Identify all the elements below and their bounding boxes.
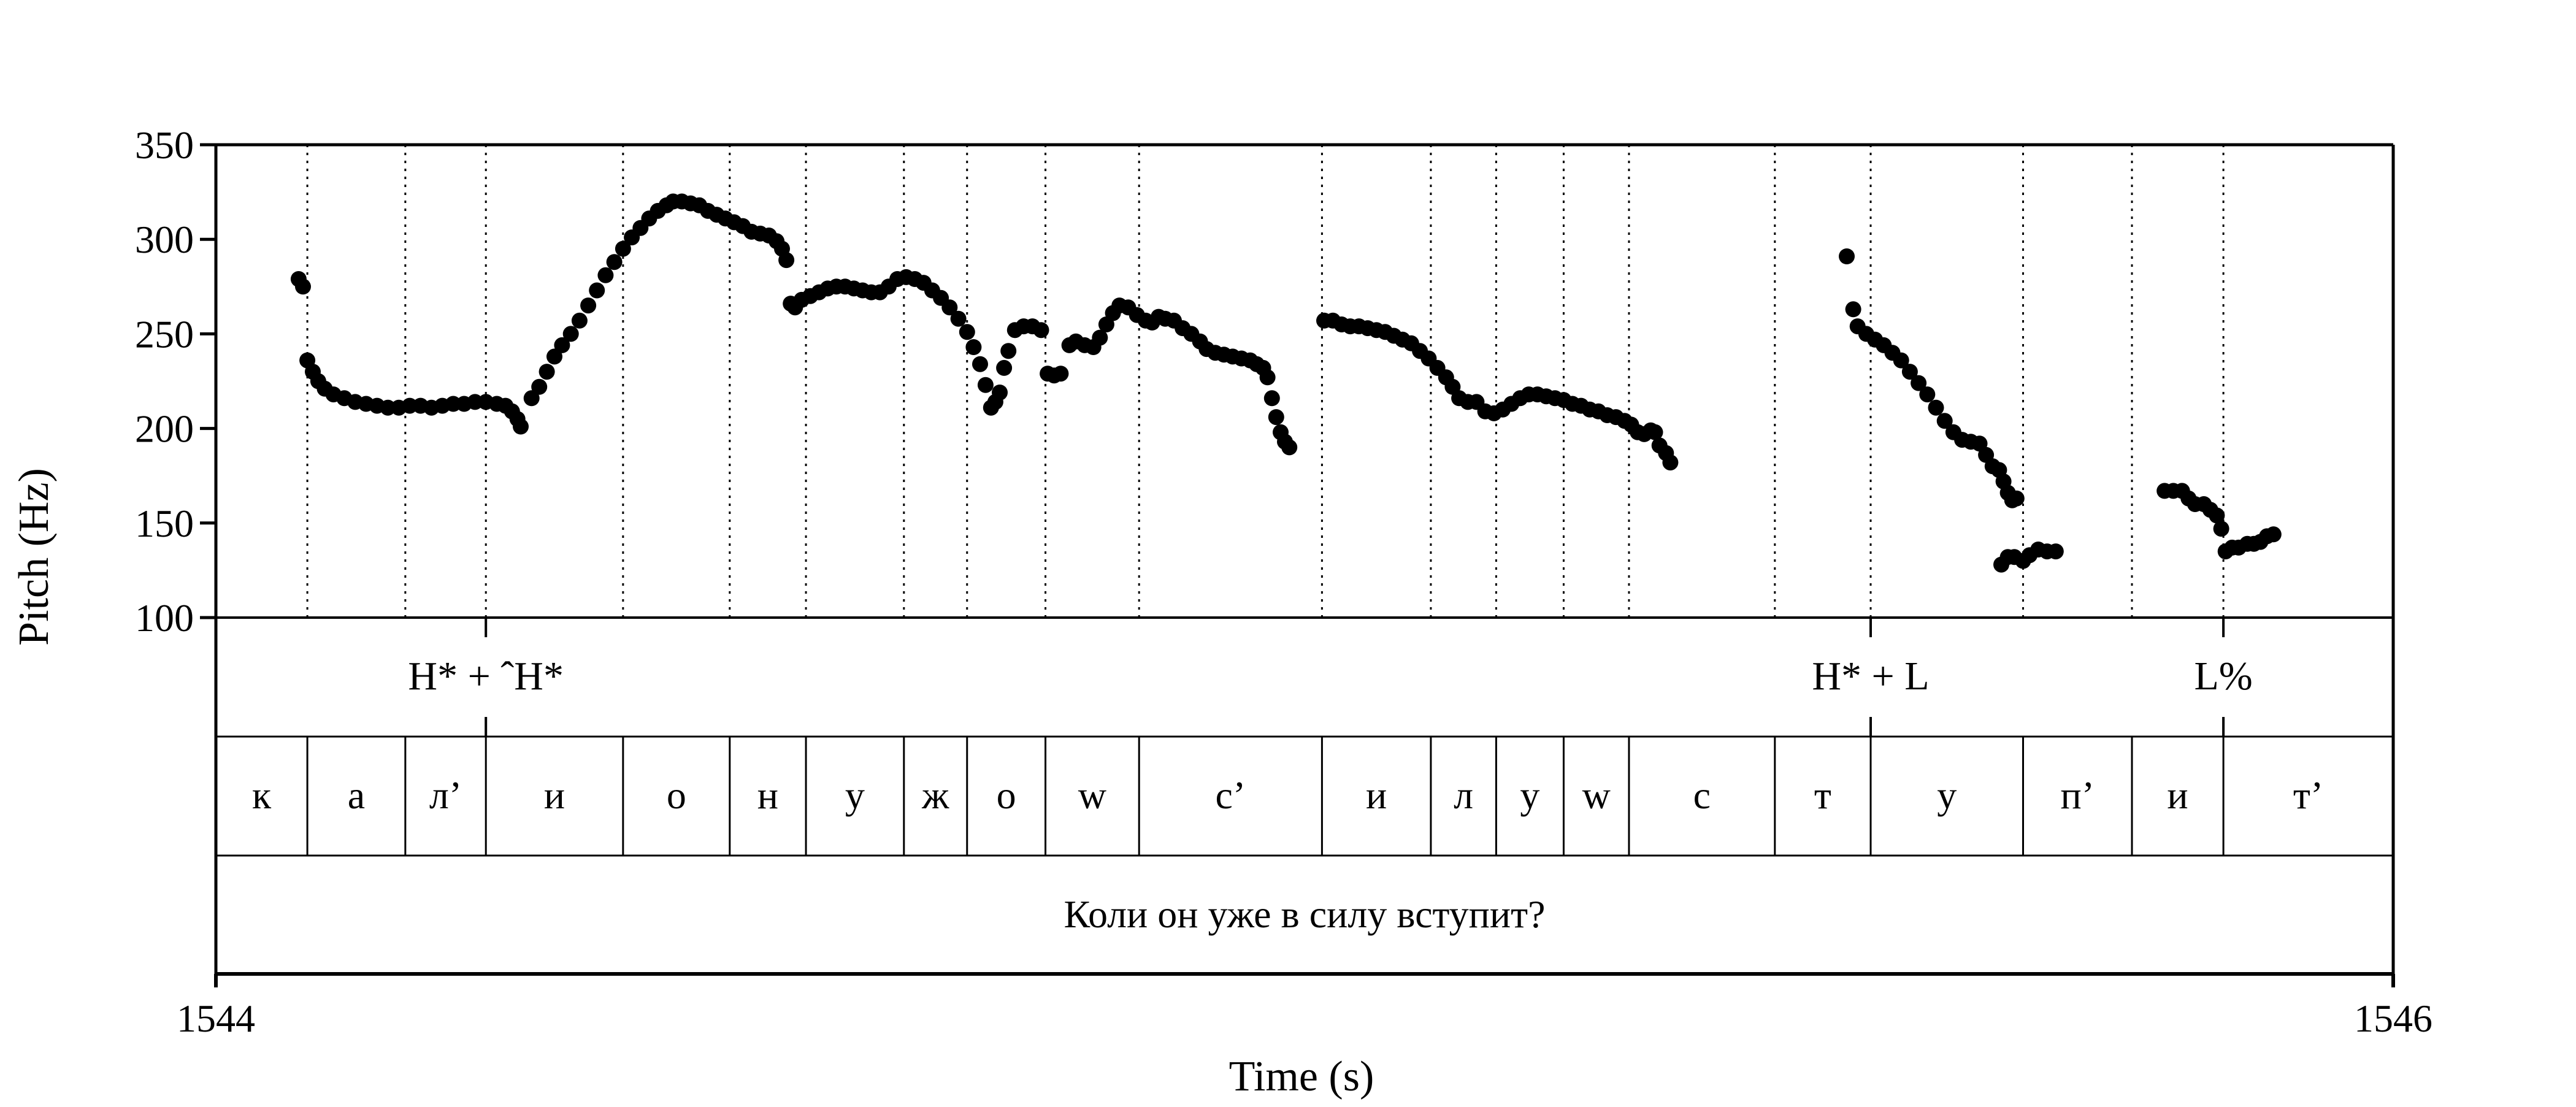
y-axis-title: Pitch (Hz) xyxy=(10,468,58,646)
segment-label: с xyxy=(1693,773,1711,817)
pitch-point xyxy=(1281,439,1298,456)
axis-ticks: 100 150 200 250 300 350 1544 1546 xyxy=(135,123,2432,1040)
pitch-point xyxy=(977,377,994,393)
pitch-point xyxy=(1901,364,1918,380)
annotation-tiers: H* + ˆH* H* + L L%к а л’ и о н у ж о w с’ и л у w с т у п’ и т… xyxy=(252,618,2323,936)
pitch-point xyxy=(1936,413,1953,429)
pitch-point xyxy=(1928,399,1944,416)
pitch-point xyxy=(380,399,396,416)
pitch-point xyxy=(513,418,529,435)
pitch-point xyxy=(1919,386,1936,403)
pitch-points xyxy=(290,193,2282,573)
pitch-point xyxy=(1268,409,1284,426)
segment-label: у xyxy=(845,773,865,817)
tone-label: L% xyxy=(2194,654,2252,699)
y-tick-label: 100 xyxy=(135,596,194,640)
pitch-point xyxy=(589,282,605,299)
pitch-point xyxy=(606,254,623,270)
pitch-point xyxy=(1259,369,1276,386)
sentence-label: Коли он уже в силу вступит? xyxy=(1064,892,1545,936)
pitch-point xyxy=(1033,322,1049,339)
segment-label: к xyxy=(252,773,272,817)
pitch-point xyxy=(295,278,311,295)
segment-label: а xyxy=(348,773,365,817)
pitch-point xyxy=(959,324,975,340)
pitch-point xyxy=(2209,507,2225,524)
segment-label: и xyxy=(1366,773,1387,817)
pitch-point xyxy=(531,378,548,395)
segment-label: п’ xyxy=(2060,773,2095,817)
segment-label: и xyxy=(544,773,565,817)
y-tick-label: 300 xyxy=(135,218,194,261)
segment-label: w xyxy=(1078,773,1106,817)
pitch-point xyxy=(2265,526,2282,543)
pitch-point xyxy=(2213,521,2229,537)
pitch-point xyxy=(571,312,588,329)
segment-label: и xyxy=(2167,773,2188,817)
x-tick-label: 1546 xyxy=(2354,997,2432,1040)
pitch-point xyxy=(1911,375,1927,391)
pitch-point xyxy=(950,310,967,327)
pitch-point xyxy=(1662,454,1679,471)
pitch-point xyxy=(546,348,562,365)
y-tick-label: 200 xyxy=(135,407,194,451)
y-tick-label: 250 xyxy=(135,312,194,356)
y-tick-label: 350 xyxy=(135,123,194,167)
pitch-point xyxy=(1000,343,1017,359)
x-axis-title: Time (s) xyxy=(1229,1053,1374,1100)
pitch-point xyxy=(2008,490,2025,507)
pitch-point xyxy=(965,339,982,355)
segment-label: т xyxy=(1814,773,1831,817)
pitch-point xyxy=(523,390,540,407)
pitch-point xyxy=(1647,424,1663,440)
pitch-point xyxy=(597,267,614,283)
segment-label: о xyxy=(667,773,686,817)
pitch-point xyxy=(992,385,1008,400)
pitch-point xyxy=(941,299,958,316)
pitch-point xyxy=(615,240,631,257)
segment-label: у xyxy=(1520,773,1539,817)
pitch-point xyxy=(996,359,1013,376)
pitch-point xyxy=(1092,329,1108,346)
pitch-point xyxy=(554,337,570,353)
pitch-point xyxy=(972,356,988,372)
tone-label: H* + L xyxy=(1812,654,1929,699)
segment-label: л’ xyxy=(429,773,462,817)
chart-frame xyxy=(214,143,2395,976)
x-tick-label: 1544 xyxy=(177,997,255,1040)
pitch-point xyxy=(2047,543,2064,560)
pitch-point xyxy=(580,297,597,314)
segment-label: ж xyxy=(921,773,949,817)
segment-label: т’ xyxy=(2293,773,2323,817)
pitch-point xyxy=(1893,352,1909,369)
segment-label: л xyxy=(1454,773,1473,817)
segment-label: н xyxy=(757,773,778,817)
pitch-point xyxy=(1839,248,1855,264)
pitch-point xyxy=(1263,390,1280,407)
pitch-point xyxy=(1052,366,1069,382)
tone-label: H* + ˆH* xyxy=(408,654,564,699)
y-tick-label: 150 xyxy=(135,502,194,545)
segment-label: о xyxy=(997,773,1016,817)
segment-label: с’ xyxy=(1215,773,1246,817)
pitch-point xyxy=(539,364,555,380)
pitch-point xyxy=(778,252,795,269)
pitch-point xyxy=(1845,301,1861,318)
pitch-point xyxy=(562,326,579,342)
segment-label: w xyxy=(1582,773,1611,817)
segment-label: у xyxy=(1937,773,1957,817)
